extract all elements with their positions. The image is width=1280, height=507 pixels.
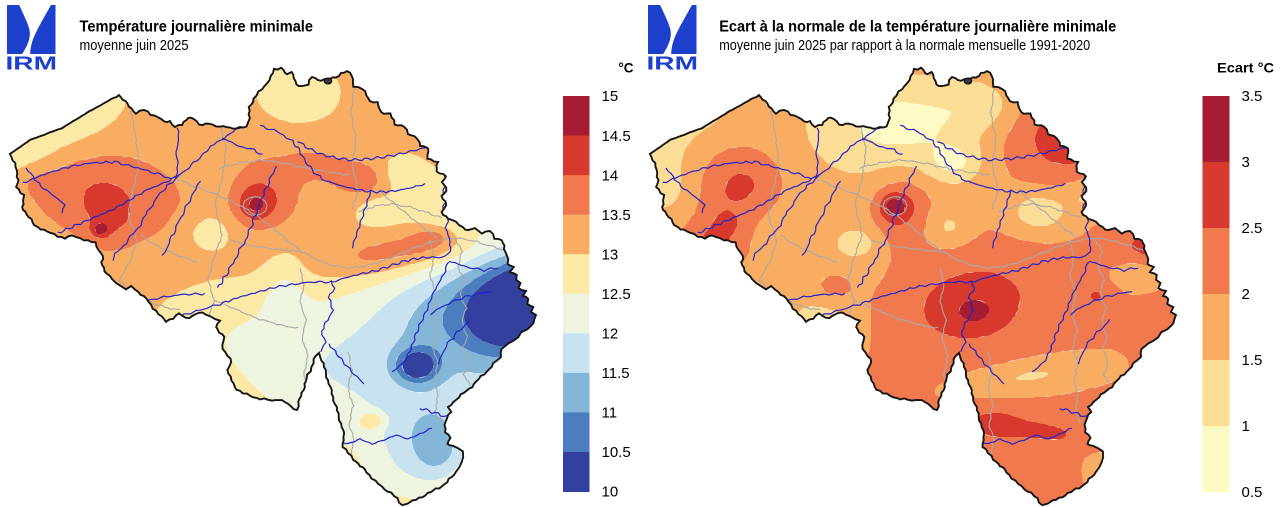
svg-text:3: 3 [1242,154,1250,171]
svg-text:2: 2 [1242,286,1250,303]
svg-text:15: 15 [602,88,619,105]
svg-text:11: 11 [602,405,618,422]
svg-text:1.5: 1.5 [1242,352,1263,369]
svg-text:11.5: 11.5 [602,365,630,382]
svg-text:13.5: 13.5 [602,207,631,224]
svg-text:3.5: 3.5 [1242,88,1263,105]
svg-text:2.5: 2.5 [1242,220,1263,237]
svg-text:14: 14 [602,167,619,184]
svg-text:Ecart °C: Ecart °C [1217,61,1274,76]
svg-text:12.5: 12.5 [602,286,631,303]
svg-text:1: 1 [1242,418,1250,435]
svg-text:IRM: IRM [647,53,699,74]
svg-text:14.5: 14.5 [602,128,631,145]
svg-text:12: 12 [602,326,619,343]
svg-text:IRM: IRM [6,53,58,74]
svg-text:moyenne juin 2025 par rapport: moyenne juin 2025 par rapport à la norma… [719,38,1090,54]
svg-text:Température journalière minima: Température journalière minimale [80,19,314,36]
svg-text:Ecart à la normale de la tempé: Ecart à la normale de la température jou… [719,19,1116,36]
svg-text:°C: °C [618,61,633,76]
svg-text:10.5: 10.5 [602,444,631,461]
svg-text:10: 10 [602,484,619,501]
svg-text:0.5: 0.5 [1242,484,1263,501]
svg-text:moyenne juin 2025: moyenne juin 2025 [80,38,189,54]
svg-text:13: 13 [602,246,619,263]
